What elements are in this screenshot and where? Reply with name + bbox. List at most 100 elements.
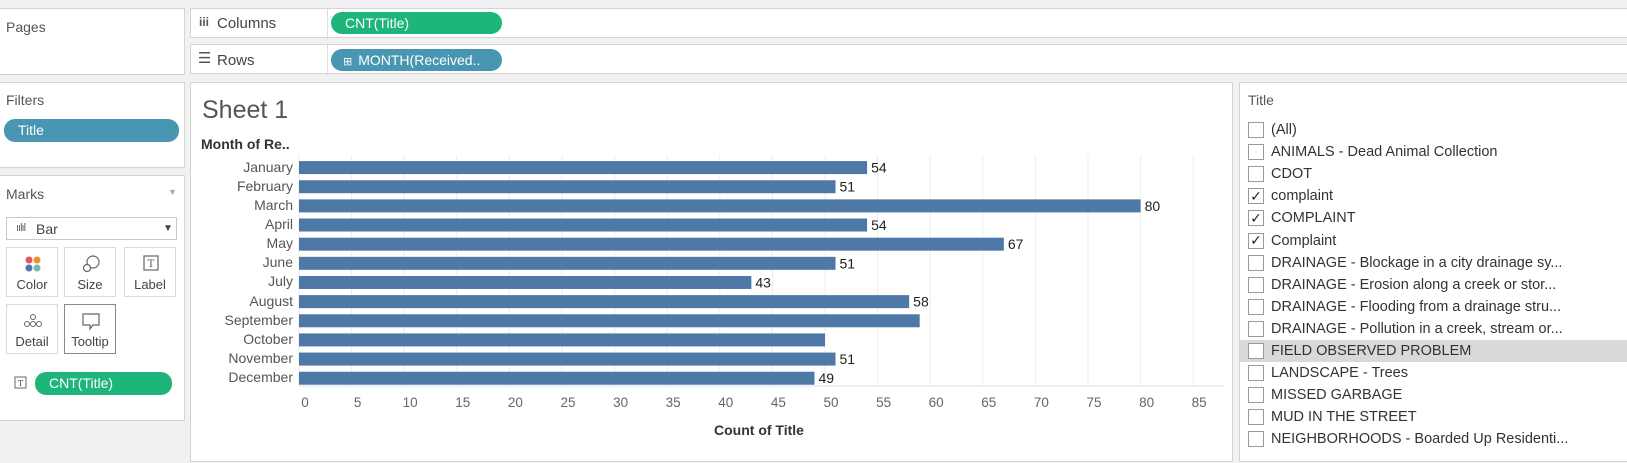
filter-item[interactable]: ✓ COMPLAINT <box>1248 207 1356 229</box>
filter-item[interactable]: ANIMALS - Dead Animal Collection <box>1248 141 1497 163</box>
month-label: March <box>254 196 293 213</box>
size-label: Size <box>77 277 103 292</box>
filter-checkbox[interactable] <box>1248 409 1264 426</box>
detail-button[interactable]: Detail <box>6 304 58 354</box>
bar[interactable] <box>299 275 752 289</box>
label-button[interactable]: T Label <box>124 247 176 297</box>
filter-checkbox[interactable] <box>1248 144 1264 161</box>
bar[interactable] <box>299 199 1141 213</box>
data-label: 80 <box>1145 198 1161 214</box>
filter-checkbox[interactable] <box>1248 431 1264 448</box>
filter-checkbox[interactable] <box>1248 166 1264 183</box>
data-label: 54 <box>871 160 887 176</box>
size-icon <box>82 255 100 273</box>
filter-checkbox[interactable] <box>1248 122 1264 138</box>
filter-item-label: DRAINAGE - Pollution in a creek, stream … <box>1271 320 1563 337</box>
filter-item-label: (All) <box>1271 122 1297 138</box>
filter-item[interactable]: FIELD OBSERVED PROBLEM <box>1240 340 1627 362</box>
filter-item[interactable]: (All) <box>1248 119 1297 141</box>
filter-checkbox[interactable] <box>1248 387 1264 404</box>
bar[interactable] <box>299 314 920 328</box>
filter-checkbox[interactable]: ✓ <box>1248 188 1264 205</box>
filter-item[interactable]: ✓ Complaint <box>1248 230 1336 252</box>
bar[interactable] <box>299 237 1004 251</box>
filter-checkbox[interactable] <box>1248 298 1264 315</box>
rows-icon: ☰ <box>198 50 212 67</box>
x-tick-label: 45 <box>770 395 786 410</box>
filter-item[interactable]: DRAINAGE - Erosion along a creek or stor… <box>1248 274 1556 296</box>
x-tick-label: 80 <box>1139 395 1155 410</box>
bar[interactable] <box>299 352 836 366</box>
filter-item[interactable]: LANDSCAPE - Trees <box>1248 362 1408 384</box>
x-tick-label: 70 <box>1033 395 1049 410</box>
label-icon: T <box>143 255 159 271</box>
month-label: May <box>266 235 293 252</box>
tooltip-label: Tooltip <box>71 334 109 349</box>
filters-panel: Filters Title <box>0 82 185 168</box>
mark-type-dropdown[interactable]: ıılıl Bar ▼ <box>6 217 177 240</box>
month-label: June <box>262 254 293 271</box>
title-filter-label: Title <box>1248 92 1274 108</box>
month-label: April <box>264 216 293 233</box>
bar[interactable] <box>299 161 868 175</box>
filter-checkbox[interactable] <box>1248 276 1264 293</box>
bar[interactable] <box>299 180 836 194</box>
label-field-pill[interactable]: CNT(Title) <box>35 372 172 395</box>
filter-item[interactable]: MISSED GARBAGE <box>1248 384 1402 406</box>
filter-item-label: COMPLAINT <box>1271 210 1356 227</box>
title-filter-pill[interactable]: Title <box>4 119 179 142</box>
rows-shelf[interactable]: ☰ Rows ⊞ MONTH(Received.. <box>190 44 1627 75</box>
color-icon <box>25 256 41 272</box>
detail-icon <box>24 314 42 327</box>
x-tick-labels: 0 5 10 15 20 25 30 35 40 45 50 55 60 65 70 75 80 85 <box>191 83 1234 463</box>
filter-checkbox[interactable] <box>1248 254 1264 271</box>
bar[interactable] <box>299 256 836 270</box>
x-tick-label: 0 <box>301 395 309 410</box>
filter-item[interactable]: DRAINAGE - Blockage in a city drainage s… <box>1248 252 1562 274</box>
filter-item[interactable]: DRAINAGE - Flooding from a drainage stru… <box>1248 296 1561 318</box>
bar[interactable] <box>299 371 815 385</box>
bar[interactable] <box>299 333 825 347</box>
x-tick-label: 75 <box>1086 395 1102 410</box>
data-label: 51 <box>840 351 856 367</box>
bar[interactable] <box>299 218 868 232</box>
filter-item[interactable]: DRAINAGE - Pollution in a creek, stream … <box>1248 318 1563 340</box>
x-tick-label: 30 <box>613 395 629 410</box>
shelf-divider <box>327 45 328 75</box>
filter-checkbox[interactable] <box>1248 320 1264 337</box>
x-tick-label: 40 <box>718 395 734 410</box>
filter-item-label: FIELD OBSERVED PROBLEM <box>1271 343 1472 359</box>
x-tick-label: 65 <box>981 395 997 410</box>
columns-shelf[interactable]: iii Columns CNT(Title) <box>190 8 1627 39</box>
bar[interactable] <box>299 295 910 309</box>
marks-menu-icon[interactable]: ▼ <box>168 187 177 197</box>
size-button[interactable]: Size <box>64 247 116 297</box>
filter-item[interactable]: CDOT <box>1248 163 1312 185</box>
rows-pill-label: MONTH(Received.. <box>358 52 481 68</box>
filter-item[interactable]: ✓ complaint <box>1248 185 1333 207</box>
row-header: Month of Re.. <box>201 136 290 152</box>
data-label: 67 <box>1008 236 1024 252</box>
tooltip-button[interactable]: Tooltip <box>64 304 116 354</box>
columns-pill[interactable]: CNT(Title) <box>331 12 502 34</box>
filter-checkbox[interactable]: ✓ <box>1248 210 1264 227</box>
filter-item[interactable]: MUD IN THE STREET <box>1248 406 1417 428</box>
filter-checkbox[interactable] <box>1248 365 1264 382</box>
filter-checkbox[interactable]: ✓ <box>1248 232 1264 249</box>
sheet-area: Sheet 1 Month of Re.. January February Mar… <box>190 82 1233 462</box>
filter-item[interactable]: NEIGHBORHOODS - Boarded Up Residenti... <box>1248 428 1568 450</box>
text-label-icon: T <box>14 376 27 389</box>
bar-chart-icon: ıılıl <box>16 222 26 234</box>
rows-label: Rows <box>217 52 255 69</box>
svg-text:T: T <box>18 379 24 388</box>
filter-checkbox[interactable] <box>1248 343 1264 359</box>
color-button[interactable]: Color <box>6 247 58 297</box>
rows-pill[interactable]: ⊞ MONTH(Received.. <box>331 49 502 71</box>
x-tick-label: 10 <box>402 395 418 410</box>
expand-icon[interactable]: ⊞ <box>343 56 353 68</box>
x-tick-label: 5 <box>353 395 362 410</box>
filter-item-label: DRAINAGE - Blockage in a city drainage s… <box>1271 254 1563 271</box>
tooltip-icon <box>82 313 100 331</box>
month-labels: January February March April May June July Augu… <box>191 83 293 463</box>
data-label: 43 <box>755 274 771 290</box>
